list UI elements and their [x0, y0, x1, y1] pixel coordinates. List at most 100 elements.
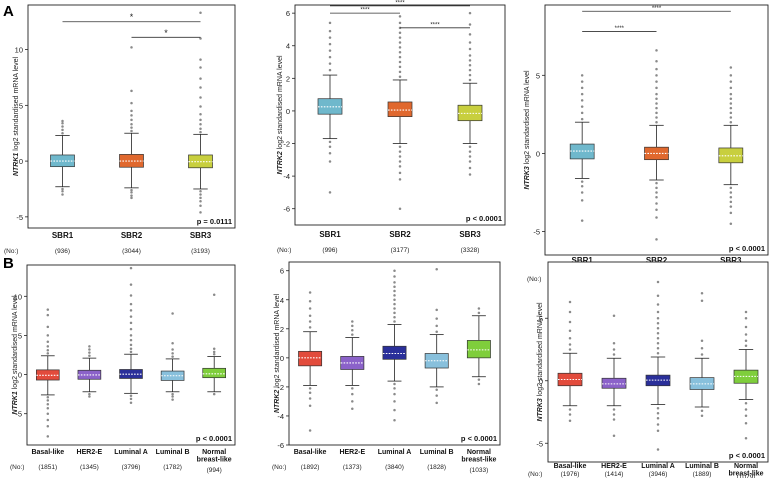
outlier-point — [568, 329, 572, 332]
outlier-point — [129, 309, 133, 312]
box-iqr — [298, 350, 323, 367]
sample-count-header: (No:) — [277, 247, 291, 254]
outlier-point — [393, 281, 396, 284]
outlier-point — [212, 347, 216, 350]
outlier-point — [744, 333, 748, 336]
outlier-point — [656, 342, 660, 345]
outlier-point — [199, 86, 202, 89]
outlier-point — [612, 434, 616, 437]
x-category-label: Luminal A — [378, 449, 412, 456]
outlier-point — [580, 99, 584, 102]
outlier-point — [655, 191, 658, 194]
significance-label: * — [164, 28, 168, 38]
outlier-point — [130, 196, 133, 200]
outlier-point — [46, 412, 50, 415]
y-axis-label-gene: NTRK2 — [277, 151, 284, 174]
outlier-point — [351, 400, 354, 403]
outlier-point — [398, 160, 402, 163]
outlier-point — [328, 21, 332, 25]
x-category-label-line: Luminal A — [378, 449, 412, 456]
outlier-point — [393, 382, 396, 386]
outlier-point — [398, 15, 402, 18]
outlier-point — [612, 348, 616, 351]
box-iqr — [387, 101, 413, 117]
outlier-point — [568, 419, 572, 422]
sample-count-label: (1033) — [470, 467, 489, 474]
y-axis-label: NTRK2 log2 standardised mRNA level — [277, 55, 284, 175]
sample-count-label: (1892) — [301, 464, 320, 471]
significance-label: **** — [652, 6, 662, 12]
y-tick-label: -5 — [15, 410, 22, 419]
x-category-label-line: Luminal A — [114, 449, 148, 456]
outlier-point — [171, 342, 174, 345]
outlier-point — [171, 355, 174, 358]
outlier-point — [308, 387, 312, 390]
x-category-label-line: SBR2 — [646, 256, 668, 265]
outlier-point — [212, 350, 216, 354]
outlier-point — [88, 392, 91, 396]
x-category-label: Luminal B — [156, 449, 190, 456]
x-category-label-line: SBR1 — [319, 230, 341, 239]
outlier-point — [61, 121, 64, 125]
outlier-point — [199, 105, 202, 108]
x-category-label-line: breast-like — [728, 471, 763, 478]
outlier-point — [46, 418, 50, 422]
y-axis-label: NTRK3 log2 standardised mRNA level — [537, 302, 544, 422]
x-category-label: HER2-E — [601, 463, 627, 470]
y-axis-label-gene: NTRK2 — [274, 390, 281, 413]
outlier-point — [129, 334, 133, 337]
outlier-point — [468, 150, 472, 153]
outlier-point — [655, 238, 658, 241]
outlier-point — [398, 36, 402, 39]
x-category-label-line: SBR1 — [52, 231, 74, 240]
y-tick-label: 0 — [18, 371, 22, 380]
outlier-point — [129, 338, 133, 342]
outlier-point — [655, 106, 658, 110]
outlier-point — [129, 327, 133, 331]
sample-count-label: (1345) — [80, 464, 99, 471]
outlier-point — [393, 311, 396, 315]
y-axis-label-gene: NTRK1 — [13, 153, 20, 176]
outlier-point — [199, 127, 202, 131]
outlier-point — [655, 116, 658, 119]
y-tick-label: -4 — [283, 172, 290, 181]
outlier-point — [351, 324, 354, 328]
outlier-point — [744, 422, 748, 425]
outlier-point — [398, 155, 402, 158]
outlier-point — [88, 348, 91, 351]
outlier-point — [398, 21, 402, 25]
outlier-point — [351, 320, 354, 323]
outlier-point — [655, 186, 658, 190]
outlier-point — [580, 180, 584, 183]
outlier-point — [129, 350, 133, 354]
y-axis-label-gene: NTRK1 — [12, 391, 19, 414]
y-axis-label: NTRK1 log2 standardised mRNA level — [13, 57, 20, 177]
outlier-point — [477, 382, 481, 386]
outlier-point — [308, 291, 312, 294]
x-category-label: Luminal B — [685, 463, 719, 470]
outlier-point — [729, 66, 733, 69]
p-value-label: p = 0.0111 — [197, 217, 232, 226]
outlier-point — [129, 347, 133, 350]
x-category-label: Luminal A — [114, 449, 148, 456]
outlier-point — [580, 92, 584, 96]
box-basal-like — [36, 308, 60, 438]
outlier-point — [351, 392, 354, 396]
p-value-label: p < 0.0001 — [461, 434, 497, 443]
x-category-label: Basal-like — [554, 463, 587, 470]
outlier-point — [393, 302, 396, 306]
outlier-point — [435, 388, 438, 392]
outlier-point — [308, 299, 312, 303]
outlier-point — [171, 395, 174, 398]
x-category-label-line: SBR1 — [571, 256, 593, 265]
outlier-point — [46, 396, 50, 399]
outlier-point — [435, 308, 438, 312]
outlier-point — [351, 407, 354, 410]
sample-count-label: (1079) — [737, 474, 756, 478]
outlier-point — [468, 23, 472, 26]
sample-count-label: (3840) — [385, 464, 404, 471]
outlier-point — [61, 128, 64, 132]
outlier-point — [46, 325, 50, 329]
x-category-label: Luminal B — [420, 449, 454, 456]
outlier-point — [700, 353, 704, 356]
